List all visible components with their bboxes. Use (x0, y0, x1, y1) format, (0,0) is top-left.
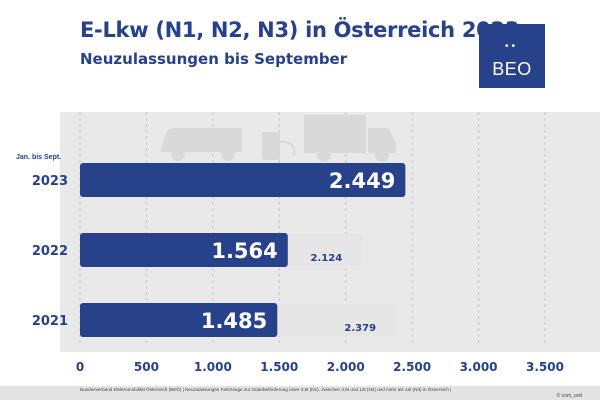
delivery-van-icon (160, 128, 242, 152)
value-bar-label: 2.449 (329, 169, 395, 193)
x-tick-label: 1.500 (260, 360, 298, 374)
van-wheel-icon (221, 147, 235, 161)
logo-text: BEO (492, 59, 532, 79)
chart-title: E-Lkw (N1, N2, N3) in Österreich 2023 (80, 18, 520, 42)
vehicle-icons (160, 115, 396, 162)
value-bar-label: 1.485 (201, 309, 267, 333)
footer-source: Bundesverband Elektromobilität Österreic… (80, 387, 452, 392)
x-tick-label: 0 (76, 360, 84, 374)
category-label: 2022 (32, 244, 68, 259)
x-tick-label: 500 (134, 360, 159, 374)
x-tick-label: 1.000 (194, 360, 232, 374)
value-bar (80, 233, 288, 267)
truck-icon (304, 115, 366, 153)
footer-copyright: © com_unit (556, 393, 582, 399)
logo-mark: •• (505, 41, 519, 52)
x-tick-label: 2.000 (327, 360, 365, 374)
truck-wheel-icon (375, 148, 389, 162)
value-bar (80, 163, 406, 197)
total-bar-label: 2.124 (311, 253, 343, 264)
beo-logo: •• BEO (479, 24, 545, 88)
category-label: 2021 (32, 314, 68, 329)
category-label: 2023 (32, 174, 68, 189)
x-tick-label: 3.000 (460, 360, 498, 374)
footer-band (0, 386, 600, 400)
charging-cable-icon (279, 140, 296, 157)
period-label: Jan. bis Sept. (16, 154, 61, 161)
total-bar-label: 2.379 (344, 323, 376, 334)
value-bar-label: 1.564 (211, 239, 277, 263)
truck-cab-icon (368, 128, 396, 153)
x-tick-label: 2.500 (393, 360, 431, 374)
x-tick-label: 3.500 (526, 360, 564, 374)
charging-station-icon (262, 132, 280, 160)
truck-wheel-icon (317, 148, 331, 162)
chart-subtitle: Neuzulassungen bis September (80, 50, 348, 68)
van-wheel-icon (171, 147, 185, 161)
value-bar (80, 303, 278, 337)
